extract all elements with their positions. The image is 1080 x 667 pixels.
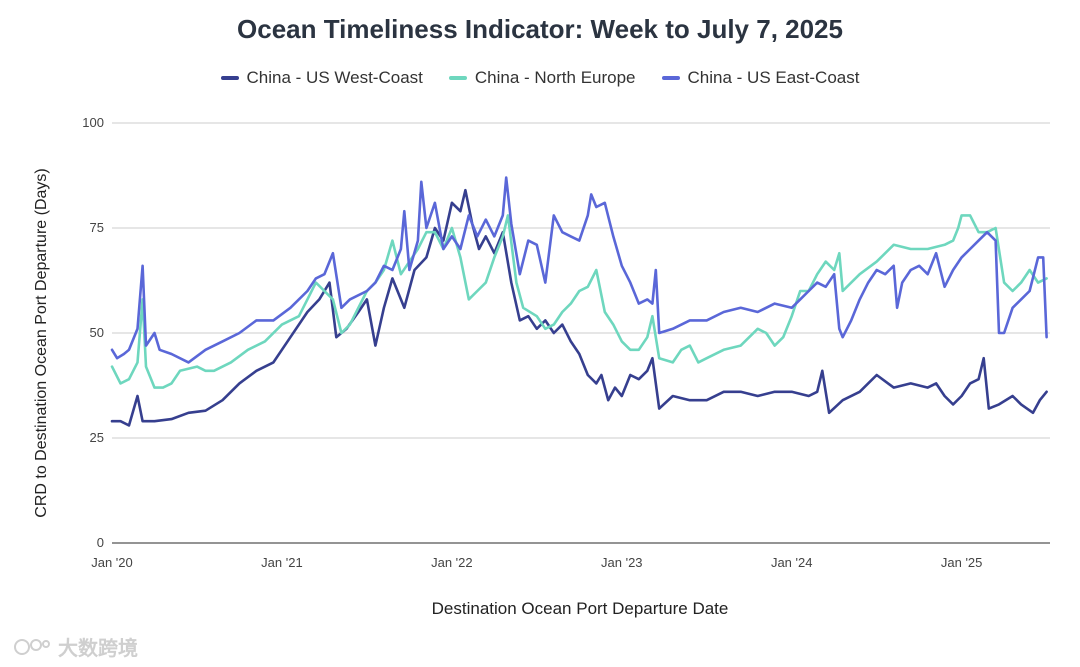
legend: China - US West-Coast China - North Euro… [0, 68, 1080, 88]
tick-layer: 0 25 50 75 100 Jan '20 Jan '21 Jan '22 Jan '23 Ja… [82, 115, 982, 570]
legend-swatch-us-west [220, 76, 239, 80]
series-layer [110, 176, 1048, 427]
series-line-1 [110, 214, 1048, 389]
series-line-2 [110, 176, 1048, 364]
grid-layer [112, 122, 1050, 544]
x-axis-label: Destination Ocean Port Departure Date [431, 599, 729, 618]
series-line-0 [110, 188, 1048, 427]
y-tick-label-25: 25 [90, 430, 104, 445]
x-tick-label-3: Jan '23 [601, 555, 643, 570]
legend-item-north-europe[interactable]: China - North Europe [448, 68, 636, 88]
x-tick-label-0: Jan '20 [91, 555, 133, 570]
legend-label-north-europe: China - North Europe [474, 68, 636, 87]
legend-label-us-west: China - US West-Coast [246, 68, 423, 87]
legend-label-us-east: China - US East-Coast [687, 68, 860, 87]
y-tick-label-50: 50 [90, 325, 104, 340]
legend-swatch-us-east [661, 76, 680, 80]
legend-item-us-east[interactable]: China - US East-Coast [661, 68, 860, 88]
watermark-logo-icon [14, 638, 50, 655]
y-tick-label-75: 75 [90, 220, 104, 235]
y-axis-label: CRD to Destination Ocean Port Departure … [33, 168, 50, 518]
x-tick-label-1: Jan '21 [261, 555, 303, 570]
y-tick-label-100: 100 [82, 115, 104, 130]
y-tick-label-0: 0 [97, 535, 104, 550]
legend-item-us-west[interactable]: China - US West-Coast [220, 68, 423, 88]
x-tick-label-4: Jan '24 [771, 555, 813, 570]
watermark: 大数跨境 [12, 632, 138, 661]
legend-swatch-north-europe [448, 76, 467, 80]
chart-title: Ocean Timeliness Indicator: Week to July… [237, 14, 843, 44]
watermark-text: 大数跨境 [58, 638, 138, 660]
x-tick-label-2: Jan '22 [431, 555, 473, 570]
x-tick-label-5: Jan '25 [941, 555, 983, 570]
